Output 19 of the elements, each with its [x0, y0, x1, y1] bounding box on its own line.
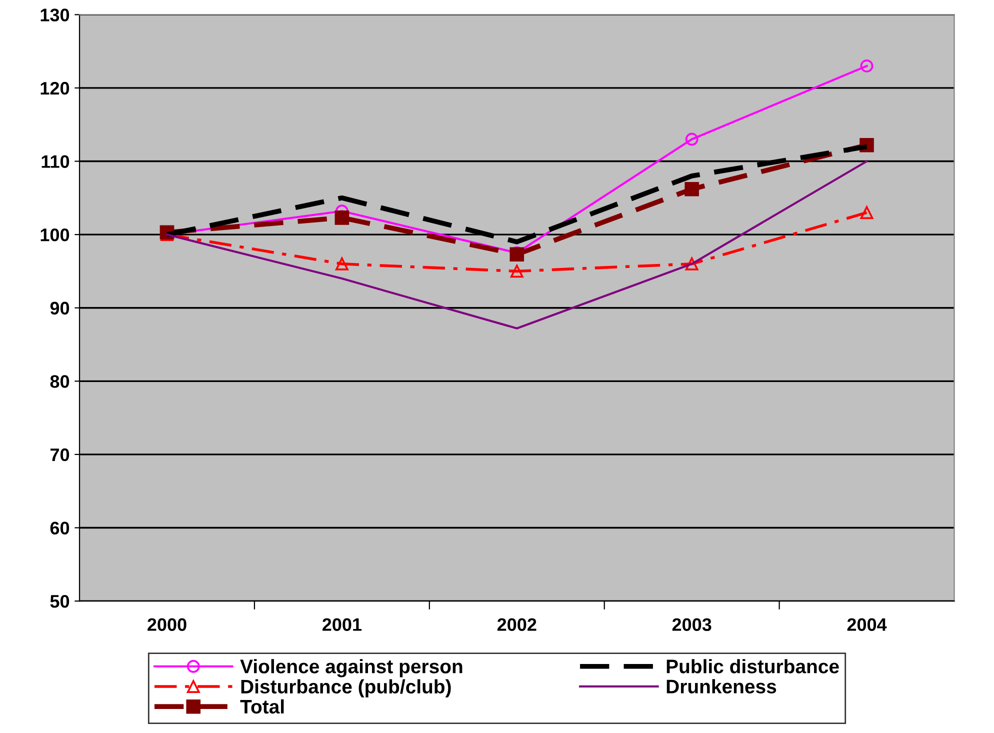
- y-tick-label: 90: [50, 302, 70, 315]
- legend-label: Disturbance (pub/club): [241, 679, 451, 698]
- legend-label: Total: [240, 699, 284, 714]
- y-tick-label: 50: [50, 594, 70, 608]
- y-tick-label: 70: [50, 448, 70, 462]
- x-tick-label: 2000: [148, 618, 186, 631]
- legend-label: Public disturbance: [666, 659, 839, 674]
- legend-label: Violence against person: [240, 659, 462, 678]
- x-tick-label: 2001: [322, 618, 362, 631]
- x-tick-label: 2002: [497, 618, 536, 631]
- y-tick-label: 60: [50, 522, 70, 534]
- y-tick-label: 120: [40, 82, 70, 95]
- x-tick-label: 2003: [672, 618, 712, 632]
- legend-label: Drunkeness: [666, 679, 776, 694]
- y-tick-label: 130: [40, 8, 70, 22]
- x-tick-label: 2004: [847, 618, 887, 631]
- y-tick-label: 80: [50, 375, 70, 388]
- y-tick-label: 100: [40, 228, 70, 242]
- y-tick-label: 110: [42, 155, 70, 168]
